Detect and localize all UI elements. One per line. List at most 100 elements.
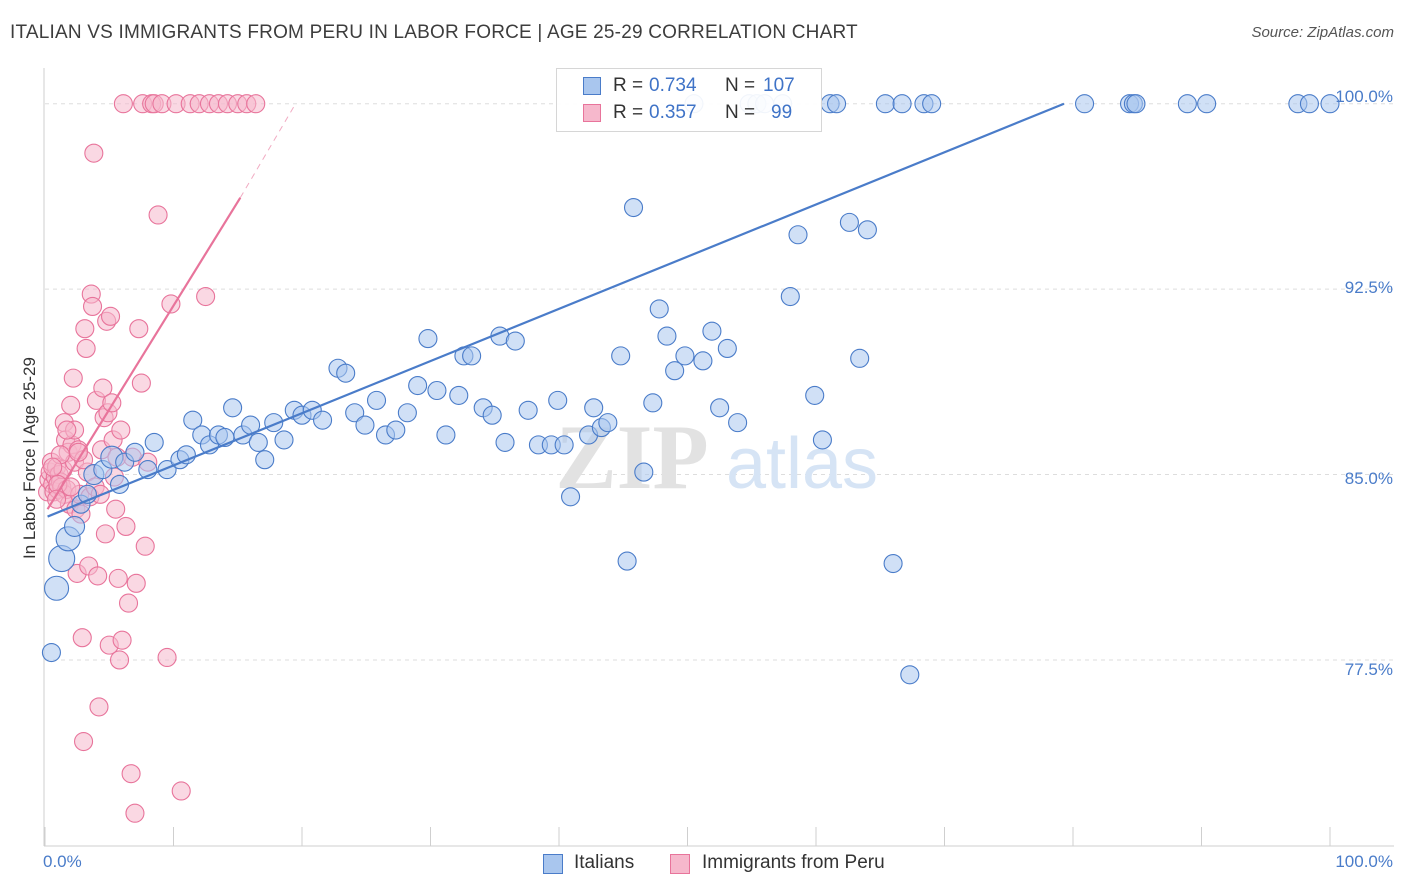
correlation-legend: R = 0.734 N = 107 R = 0.357 N = 99 [556,68,822,132]
italians-point [665,361,685,381]
italians-point [313,410,333,430]
watermark-atlas: atlas [726,424,878,504]
axes [43,68,1394,847]
italians-point [584,398,604,418]
italians-point [554,435,574,455]
italians-point [827,94,847,114]
italians-point [1320,94,1340,114]
peru-point [118,593,139,613]
italians-point [449,385,469,405]
peru-point [82,296,103,316]
legend-r-value: 0.734 [649,75,697,96]
legend-n-label: N = [725,75,756,96]
peru-point [135,536,155,556]
y-tick-label-77-5: 77.5% [1344,660,1393,679]
y-tick-label-100: 100.0% [1335,87,1393,106]
italians-point [561,487,581,507]
italians-point [355,415,375,435]
italians-point [427,380,447,401]
italians-point [336,363,356,383]
bottom-legend-peru: Immigrants from Peru [702,852,885,873]
italians-point [812,430,832,450]
peru-point [148,205,168,225]
italians-point [125,442,145,462]
peru-point [84,143,104,163]
italians-point [850,348,870,368]
italians-point [386,420,406,440]
italians-trendline [47,102,1065,518]
y-tick-label-85: 85.0% [1344,469,1393,488]
peru-point [108,568,128,588]
peru-point [72,628,92,648]
italians-point [495,432,515,452]
italians-point [598,413,618,433]
peru-point [125,803,145,823]
italians-point [617,551,637,571]
italians-point [366,390,387,410]
peru-point [63,368,83,388]
y-tick-label-92-5: 92.5% [1344,278,1393,297]
italians-point [1126,94,1146,114]
italians-point [702,321,722,341]
italians-point [1197,94,1217,114]
italians-point [1177,94,1197,114]
peru-point [75,319,95,339]
italians-point [418,329,438,349]
legend-n-value: 107 [763,75,795,96]
italians-point [436,425,456,445]
italians-point [922,94,942,114]
italians-point [548,390,568,410]
trendlines [46,102,1065,518]
italians-point [883,553,903,574]
peru-point [113,94,133,114]
source-label: Source: ZipAtlas.com [1251,24,1394,41]
bottom-legend-swatch-peru [670,854,690,874]
italians-point [717,338,737,359]
peru-point [109,650,130,670]
italians-point [183,410,203,430]
italians-point [505,331,525,351]
italians-point [248,432,268,452]
peru-point [89,697,109,717]
legend-n-value: 99 [771,102,793,123]
italians-point [900,665,920,685]
peru-point [93,378,113,398]
italians-point [710,398,730,418]
italians-point [892,94,912,114]
peru-point [121,764,141,784]
italians-point [657,326,677,346]
peru-point [157,647,177,668]
x-tick-label-100: 100.0% [1335,852,1393,871]
italians-point [223,398,243,418]
italians-point [875,94,895,114]
peru-point [129,319,149,339]
peru-point [161,294,181,314]
grid-lines [45,103,1394,661]
italians-point [274,430,294,450]
italians-point [397,403,417,423]
italians-point [780,286,800,307]
peru-point [61,395,81,415]
watermark: ZIP atlas [555,406,878,508]
italians-point [728,413,748,433]
italians-point [611,346,631,366]
peru-point [76,338,96,359]
series-peru-points [38,94,266,823]
italians-point [1075,94,1095,114]
peru-point [112,630,132,650]
peru-point [111,420,131,440]
peru-point [74,731,94,752]
chart-title: ITALIAN VS IMMIGRANTS FROM PERU IN LABOR… [10,22,858,43]
italians-point [805,385,825,405]
italians-point [839,212,859,232]
italians-point [255,450,275,470]
italians-point [693,351,713,371]
peru-trendline-extension [239,103,297,198]
peru-point [100,306,121,326]
italians-point [144,432,164,452]
italians-point [64,515,86,538]
peru-point [171,781,191,801]
peru-point [126,573,146,593]
legend-r-label: R = [613,102,644,123]
